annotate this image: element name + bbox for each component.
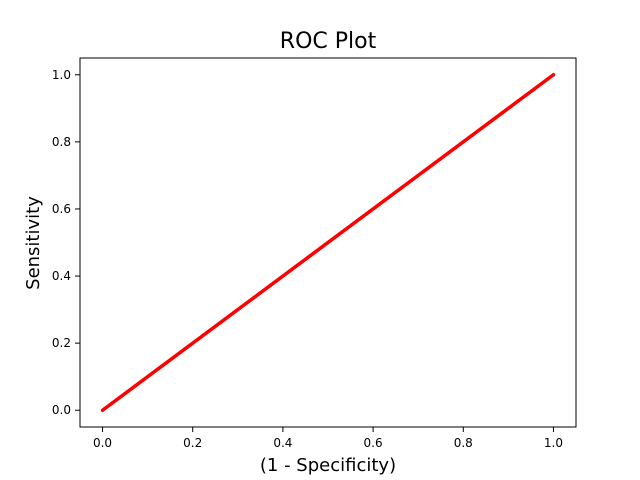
y-axis-label: Sensitivity <box>23 196 44 290</box>
x-axis: 0.0 0.2 0.4 0.6 0.8 1.0 <box>93 427 563 450</box>
y-tick-label: 1.0 <box>52 68 71 82</box>
plot-area <box>100 73 556 412</box>
y-tick-label: 0.0 <box>52 403 71 417</box>
y-tick-label: 0.8 <box>52 135 71 149</box>
plot-frame <box>79 57 577 428</box>
y-axis: 0.0 0.2 0.4 0.6 0.8 1.0 <box>52 68 80 417</box>
x-tick-label: 0.0 <box>93 436 112 450</box>
x-axis-label: (1 - Specificity) <box>260 455 396 476</box>
chart-title: ROC Plot <box>280 29 377 54</box>
x-tick-label: 0.4 <box>273 436 292 450</box>
y-tick-label: 0.4 <box>52 269 71 283</box>
x-tick-label: 0.8 <box>454 436 473 450</box>
x-tick-label: 1.0 <box>544 436 563 450</box>
x-tick-label: 0.2 <box>183 436 202 450</box>
y-tick-label: 0.2 <box>52 336 71 350</box>
y-tick-label: 0.6 <box>52 202 71 216</box>
x-tick-label: 0.6 <box>364 436 383 450</box>
series-line-0 <box>100 73 556 412</box>
